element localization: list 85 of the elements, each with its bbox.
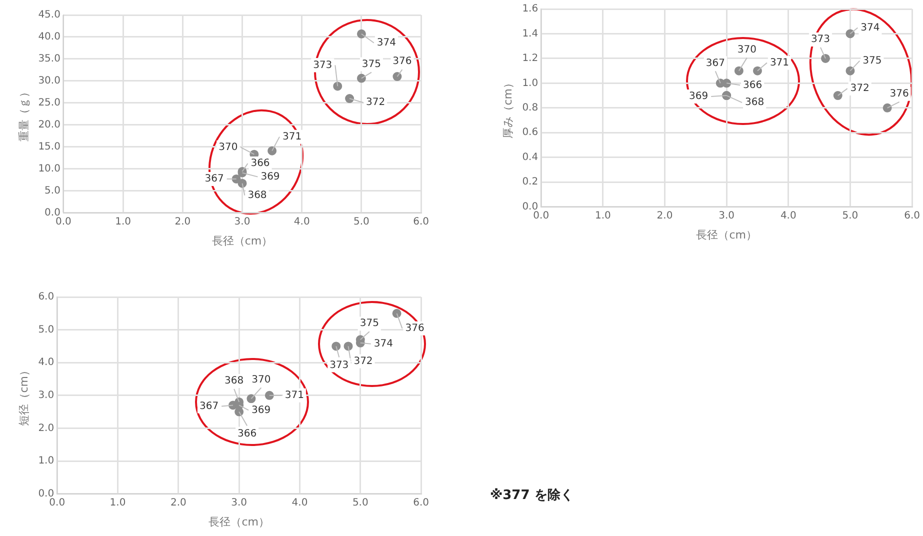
x-tick-label: 5.0 xyxy=(354,216,370,228)
x-axis-title: 長径（cm） xyxy=(212,234,273,248)
text: ※377 を除く xyxy=(490,487,574,504)
annotation: 373 xyxy=(330,360,349,371)
y-tick-label: 1.0 xyxy=(38,456,54,467)
annotation: 366 xyxy=(238,428,257,440)
x-tick-label: 4.0 xyxy=(294,216,310,228)
annotation: 370 xyxy=(737,44,756,56)
y-tick-label: 0.8 xyxy=(522,102,538,114)
annotation: 369 xyxy=(689,91,708,102)
y-tick-label: 20.0 xyxy=(38,119,60,130)
y-tick-label: 4.0 xyxy=(38,357,54,368)
y-axis-title: 重量（ｇ） xyxy=(17,86,30,142)
y-tick-label: 0.4 xyxy=(522,152,538,163)
x-tick-label: 1.0 xyxy=(594,210,611,222)
annotation: 373 xyxy=(810,34,830,46)
annotation: 376 xyxy=(890,88,909,100)
annotation: 367 xyxy=(204,174,224,185)
x-tick-label: 1.0 xyxy=(110,497,126,508)
y-tick-label: 10.0 xyxy=(38,163,60,174)
y-tick-label: 1.2 xyxy=(522,53,538,64)
annotation: 366 xyxy=(743,80,762,91)
y-tick-label: 30.0 xyxy=(38,76,60,87)
annotation: 370 xyxy=(218,142,238,153)
x-tick-label: 1.0 xyxy=(115,216,132,228)
y-tick-label: 1.4 xyxy=(522,28,538,40)
x-tick-label: 3.0 xyxy=(234,216,250,228)
x-axis-title: 長径（cm） xyxy=(696,228,757,242)
x-tick-label: 6.0 xyxy=(413,497,429,508)
y-tick-label: 40.0 xyxy=(38,32,60,43)
x-tick-label: 3.0 xyxy=(718,210,735,222)
annotation: 368 xyxy=(224,376,244,387)
annotation: 375 xyxy=(362,58,381,70)
x-tick-label: 2.0 xyxy=(170,497,186,508)
annotation: 369 xyxy=(260,171,280,182)
annotation: 375 xyxy=(862,55,882,66)
annotation: 369 xyxy=(252,404,271,416)
annotation: 372 xyxy=(366,97,386,108)
y-tick-label: 5.0 xyxy=(44,185,60,196)
annotation: 376 xyxy=(405,322,424,334)
x-tick-label: 2.0 xyxy=(656,210,673,222)
y-tick-label: 1.0 xyxy=(522,78,538,89)
x-tick-label: 5.0 xyxy=(842,210,858,222)
y-tick-label: 5.0 xyxy=(38,324,54,336)
annotation: 368 xyxy=(745,97,764,108)
y-tick-label: 25.0 xyxy=(38,98,60,109)
annotation: 371 xyxy=(770,57,790,68)
y-tick-label: 0.2 xyxy=(522,176,538,188)
annotation: 374 xyxy=(374,338,393,350)
y-tick-label: 15.0 xyxy=(38,141,60,152)
y-tick-label: 35.0 xyxy=(38,54,60,65)
x-tick-label: 6.0 xyxy=(904,210,920,222)
annotation: 376 xyxy=(392,56,412,68)
x-tick-label: 0.0 xyxy=(533,210,550,222)
annotation: 368 xyxy=(248,190,267,201)
x-tick-label: 0.0 xyxy=(56,216,72,228)
annotation: 366 xyxy=(250,158,270,170)
x-tick-label: 4.0 xyxy=(780,210,796,222)
annotation: 367 xyxy=(199,400,219,412)
x-tick-label: 3.0 xyxy=(231,497,248,508)
y-tick-label: 3.0 xyxy=(38,390,54,401)
y-tick-label: 0.0 xyxy=(522,201,538,212)
y-tick-label: 45.0 xyxy=(38,10,60,21)
annotation: 372 xyxy=(850,83,870,94)
y-axis-title: 厚み（cm） xyxy=(501,78,514,138)
annotation: 370 xyxy=(252,374,271,386)
y-tick-label: 0.0 xyxy=(38,488,54,500)
y-tick-label: 6.0 xyxy=(38,292,54,303)
x-tick-label: 5.0 xyxy=(352,497,368,508)
annotation: 371 xyxy=(282,131,302,142)
x-tick-label: 4.0 xyxy=(292,497,308,508)
y-tick-label: 1.6 xyxy=(522,4,538,15)
annotation: 372 xyxy=(354,356,373,367)
x-tick-label: 2.0 xyxy=(174,216,191,228)
annotation: 371 xyxy=(284,390,304,401)
annotation: 367 xyxy=(706,58,725,69)
annotation: 374 xyxy=(376,37,396,48)
x-tick-label: 6.0 xyxy=(413,216,429,228)
annotation: 375 xyxy=(360,318,379,330)
annotation: 373 xyxy=(313,60,332,71)
x-axis-title: 長径（cm） xyxy=(208,515,270,528)
y-tick-label: 0.6 xyxy=(522,127,538,138)
y-axis-title: 短径（cm） xyxy=(17,365,30,426)
y-tick-label: 2.0 xyxy=(38,422,54,434)
annotation: 374 xyxy=(860,22,880,34)
